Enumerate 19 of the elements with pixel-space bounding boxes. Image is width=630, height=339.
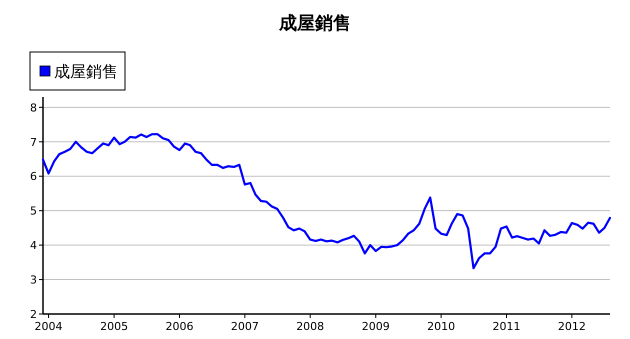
- y-tick-label: 5: [30, 204, 37, 218]
- y-tick-label: 4: [30, 239, 37, 252]
- x-tick-label: 2012: [558, 320, 586, 333]
- x-tick-label: 2004: [34, 320, 63, 333]
- x-tick-label: 2008: [296, 320, 324, 333]
- chart-title: 成屋銷售: [278, 13, 351, 34]
- legend-label: 成屋銷售: [54, 62, 118, 81]
- x-tick-label: 2006: [165, 320, 194, 333]
- x-tick-label: 2011: [492, 320, 520, 333]
- x-tick-label: 2010: [427, 320, 456, 333]
- y-tick-label: 2: [30, 308, 37, 321]
- legend: 成屋銷售: [30, 52, 126, 90]
- y-tick-label: 8: [30, 101, 37, 114]
- y-tick-label: 6: [30, 170, 37, 184]
- y-tick-label: 3: [30, 274, 37, 287]
- x-tick-label: 2005: [100, 320, 128, 333]
- x-tick-label: 2007: [230, 320, 259, 333]
- y-tick-label: 7: [30, 136, 37, 149]
- x-tick-label: 2009: [362, 320, 390, 333]
